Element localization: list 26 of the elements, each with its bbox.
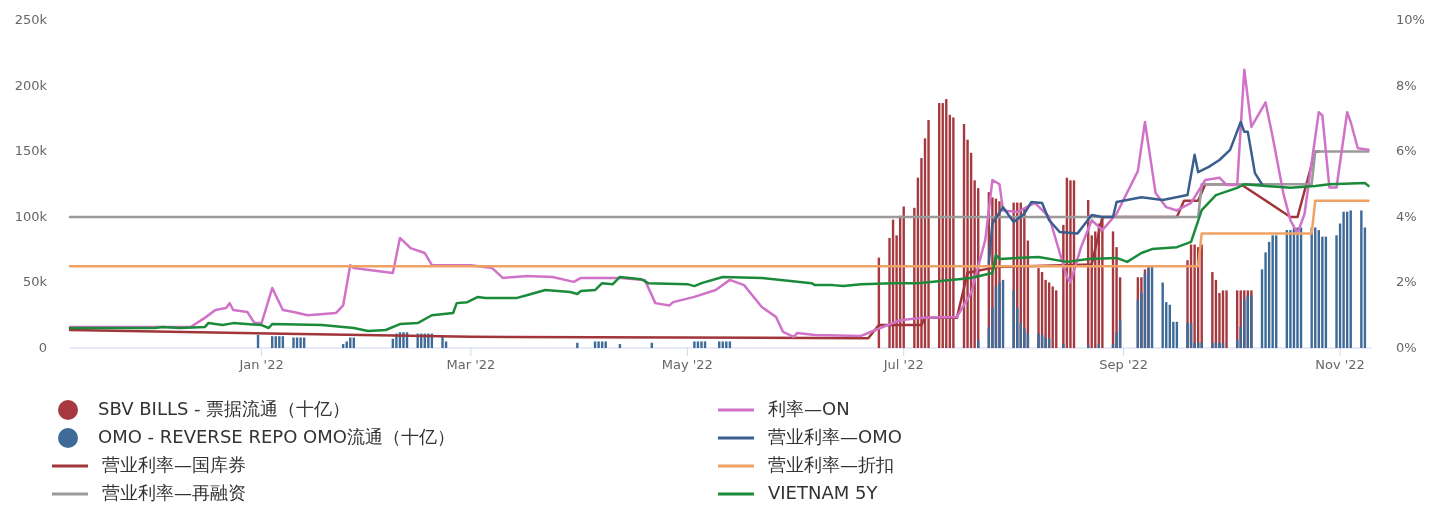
x-tick-label: Sep '22 [1099, 356, 1149, 372]
x-tick-label: Mar '22 [446, 356, 496, 372]
legend-label: 营业利率—国库券 [102, 454, 246, 475]
y2-tick-label: 6% [1396, 143, 1417, 158]
x-tick-label: Nov '22 [1315, 356, 1365, 372]
y2-tick-label: 4% [1396, 208, 1417, 224]
x-tick-label: May '22 [661, 356, 713, 372]
y2-tick-label: 0% [1396, 339, 1417, 355]
legend-label: 利率—ON [768, 398, 850, 419]
y-tick-label: 250k [14, 12, 48, 27]
legend-label: OMO - REVERSE REPO OMO流通（十亿） [98, 426, 455, 447]
y2-tick-label: 2% [1396, 274, 1417, 289]
legend-label: 营业利率—再融资 [102, 482, 246, 503]
y-tick-label: 50k [22, 274, 48, 289]
y-tick-label: 0 [38, 339, 47, 355]
legend-label: 营业利率—折扣 [768, 454, 894, 475]
legend-label: SBV BILLS - 票据流通（十亿） [98, 398, 351, 419]
legend-label: VIETNAM 5Y [768, 482, 879, 503]
y2-tick-label: 8% [1396, 77, 1417, 93]
x-tick-label: Jan '22 [238, 356, 284, 372]
y-tick-label: 100k [14, 208, 48, 224]
y2-tick-label: 10% [1396, 12, 1425, 27]
x-tick-label: Jul '22 [882, 356, 924, 372]
legend-label: 营业利率—OMO [768, 426, 902, 447]
y-tick-label: 150k [14, 143, 48, 158]
y-tick-label: 200k [14, 77, 48, 93]
